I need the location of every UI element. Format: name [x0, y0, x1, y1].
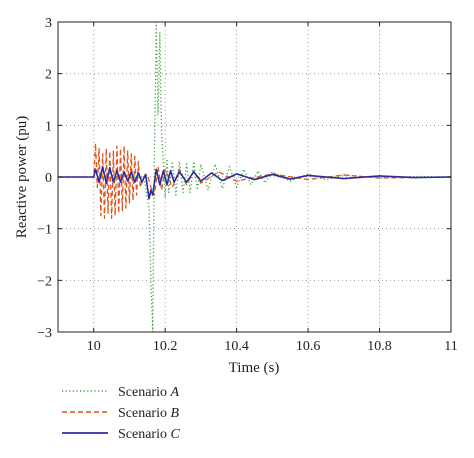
legend-label-letter: B: [170, 406, 179, 421]
y-tick-label: −2: [37, 274, 52, 289]
x-tick-label: 10.4: [224, 339, 249, 354]
legend-label-scenario-a: Scenario A: [118, 385, 179, 400]
x-tick-label: 10.2: [153, 339, 178, 354]
legend-label-prefix: Scenario: [118, 406, 170, 421]
series-line-scenario-b: [58, 142, 451, 219]
legend-label-letter: A: [169, 385, 179, 400]
y-tick-label: −3: [37, 326, 52, 341]
x-tick-label: 10.8: [367, 339, 392, 354]
x-tick-label: 10.6: [296, 339, 321, 354]
legend-label-scenario-b: Scenario B: [118, 406, 179, 421]
y-tick-label: 2: [45, 68, 52, 83]
gridlines: [58, 22, 451, 332]
series-line-scenario-c: [58, 165, 451, 200]
y-tick-label: −1: [37, 223, 52, 238]
legend-label-prefix: Scenario: [118, 427, 170, 442]
axis-ticks: 10 10.2 10.4 10.6 10.8 11 −3 −2 −1 0 1 2 3: [37, 16, 458, 354]
y-tick-label: 3: [45, 16, 52, 31]
x-axis-label: Time (s): [229, 360, 280, 376]
series-lines: [58, 22, 451, 332]
y-tick-label: 1: [45, 119, 52, 134]
legend-label-letter: C: [170, 427, 180, 442]
legend-label-prefix: Scenario: [118, 385, 170, 400]
x-tick-label: 10: [87, 339, 101, 354]
x-tick-label: 11: [444, 339, 457, 354]
legend-label-scenario-c: Scenario C: [118, 427, 180, 442]
y-axis-label: Reactive power (pu): [14, 116, 30, 238]
y-tick-label: 0: [45, 171, 52, 186]
series-line-scenario-a: [58, 22, 451, 332]
